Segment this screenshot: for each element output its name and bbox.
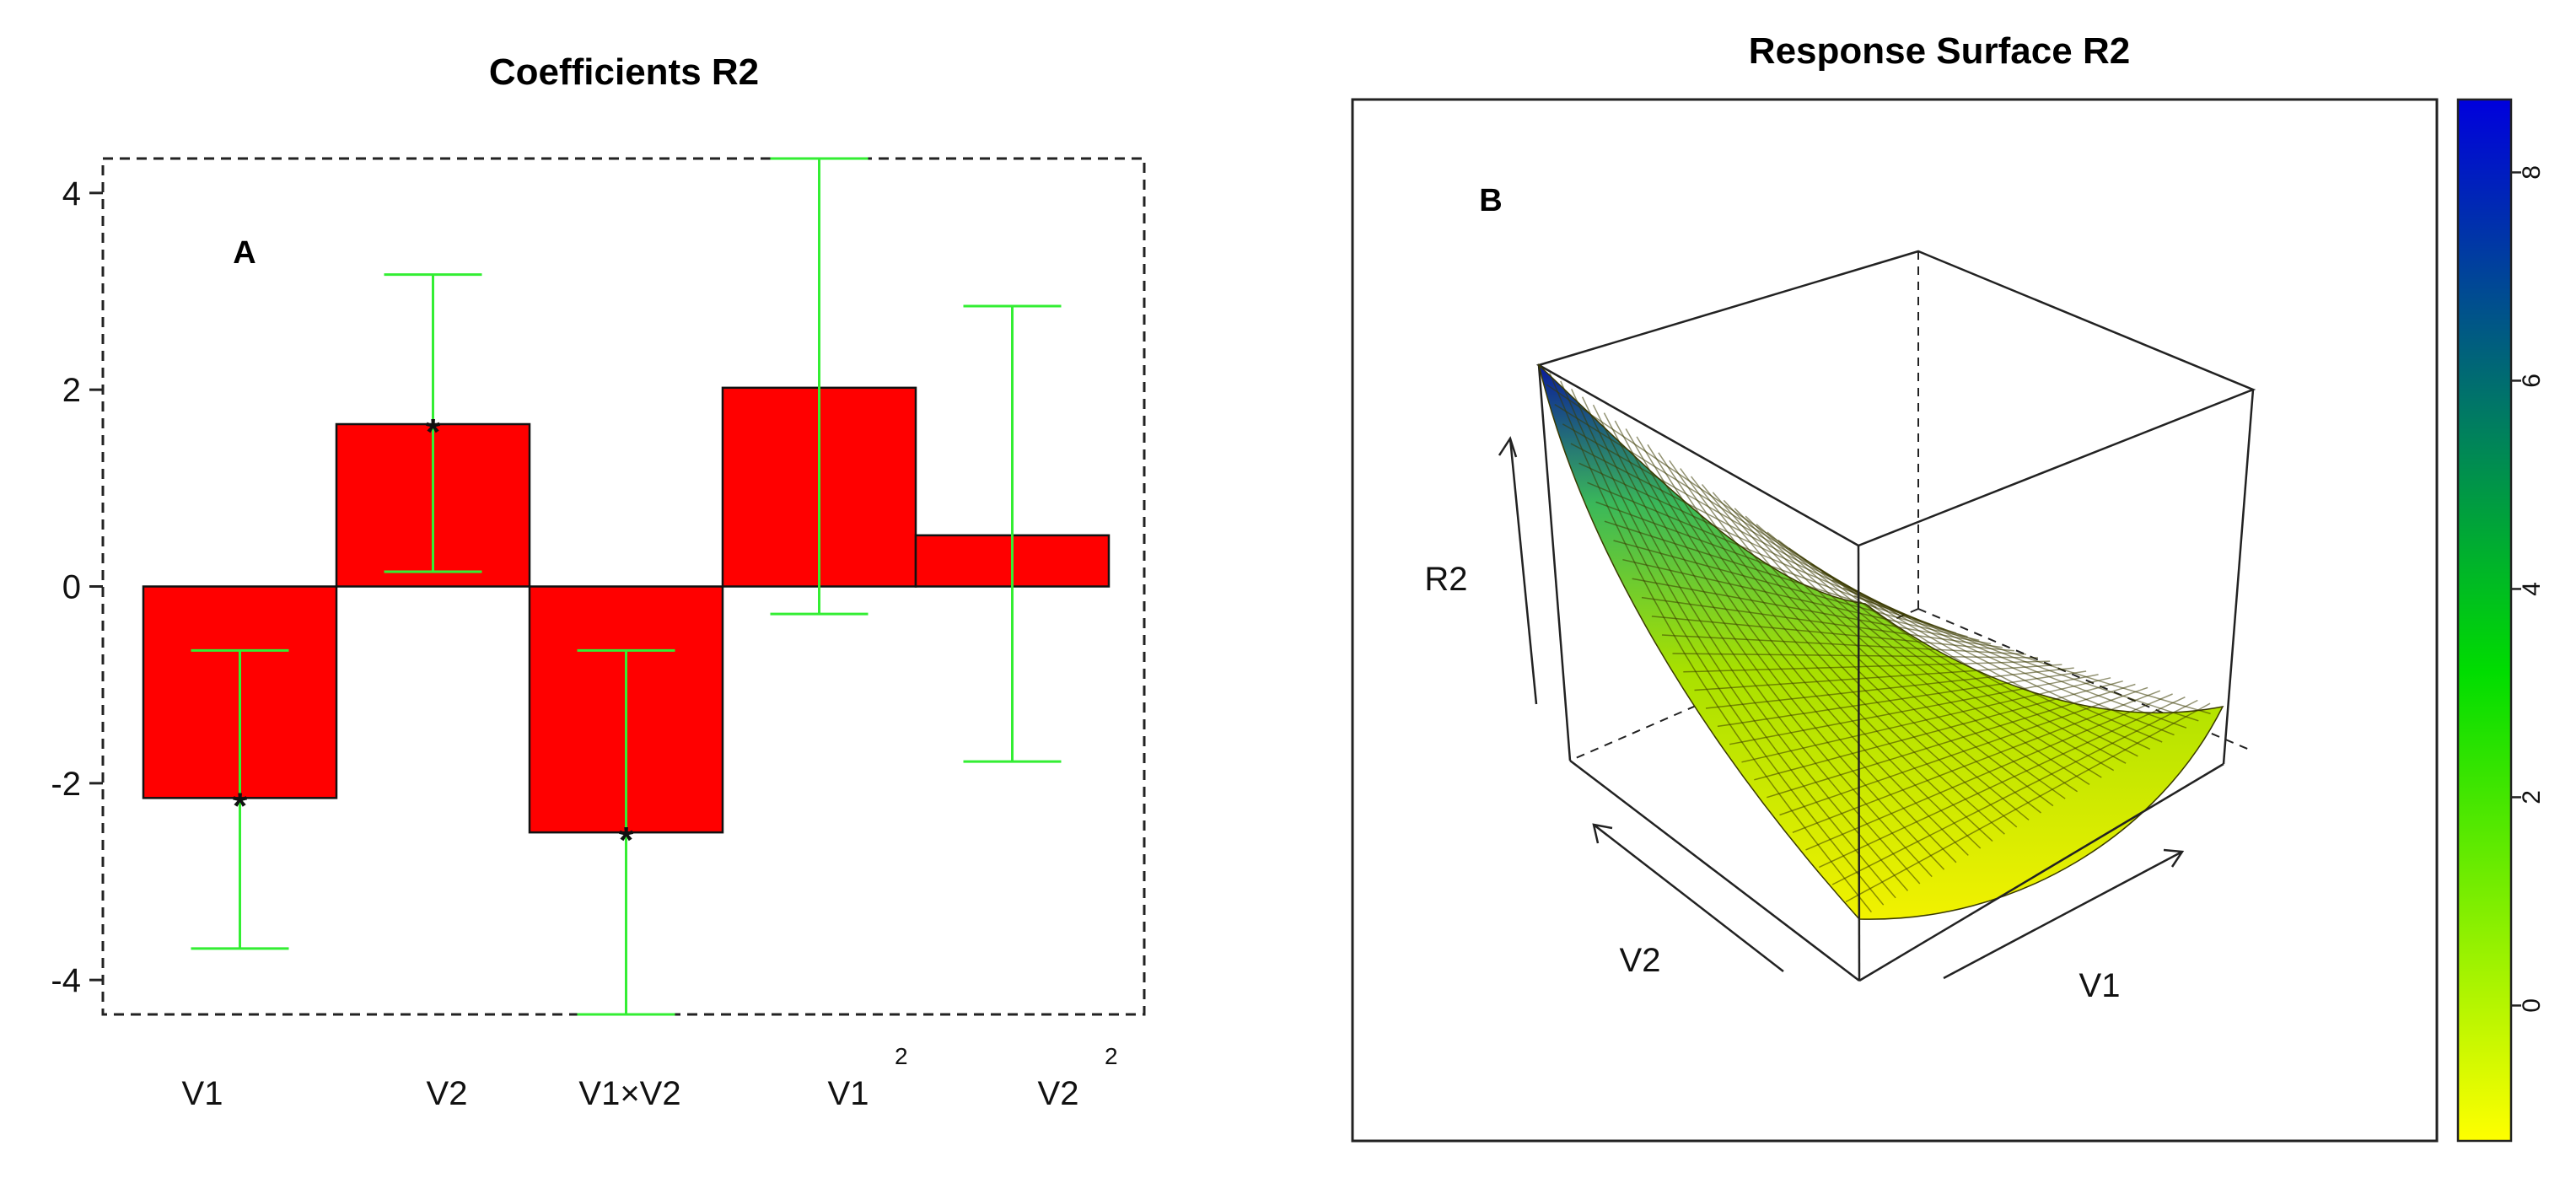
mesh-line [1570, 443, 1912, 620]
surface-mesh [1546, 373, 2211, 913]
mesh-line [1705, 667, 2074, 709]
mesh-line [1741, 677, 2111, 763]
x-tick-label: V2 [1038, 1075, 1079, 1112]
mesh-line [1651, 616, 2014, 652]
surface-title: Response Surface R2 [1749, 30, 2130, 72]
colorbar-tick-label: 8 [2518, 165, 2546, 180]
colorbar-tick-label: 6 [2518, 374, 2546, 388]
error-bar [577, 648, 675, 1016]
mesh-line [1641, 596, 2003, 648]
colorbar-ticks: 0 2 4 6 8 [2511, 165, 2546, 1013]
x-tick-label: V1×V2 [578, 1075, 680, 1112]
chart-title: Coefficients R2 [489, 51, 759, 93]
response-surface [1537, 363, 2224, 920]
colorbar-tick-label: 2 [2518, 790, 2546, 804]
x-tick-label: V2 [427, 1075, 468, 1112]
x-axis-labels: V1 V2 V1×V2 V1 2 V2 2 [182, 1043, 1118, 1112]
mesh-line [1805, 693, 2173, 851]
mesh-line [1792, 690, 2161, 833]
mesh-line [1831, 699, 2198, 885]
significance-marker: * [426, 411, 441, 453]
y-axis: -4 -2 0 2 4 [51, 175, 103, 999]
mesh-line [1767, 683, 2136, 799]
colorbar-tick-label: 0 [2518, 998, 2546, 1013]
error-bar [384, 273, 482, 573]
panel-label-a: A [233, 235, 255, 271]
z-axis-arrow-icon [1508, 438, 1538, 705]
significance-markers: * * * [233, 411, 634, 861]
v1-axis-label: V1 [2079, 967, 2121, 1004]
panel-label-b: B [1479, 183, 1502, 218]
error-bar [191, 648, 289, 950]
mesh-line [1779, 686, 2148, 816]
axis-arrows [1498, 436, 2185, 980]
surface-plot-frame [1351, 98, 2439, 1143]
error-bar [963, 304, 1062, 763]
mesh-line [1632, 578, 1992, 645]
mesh-line [1595, 501, 1945, 631]
response-surface-chart: Response Surface R2 B [1351, 30, 2546, 1143]
error-bar [770, 157, 869, 616]
x-tick-superscript: 2 [1105, 1043, 1118, 1069]
v2-axis-label: V2 [1620, 942, 1661, 979]
mesh-line [1754, 680, 2123, 781]
mesh-line [1717, 670, 2087, 728]
y-tick-label: 4 [62, 175, 81, 212]
y-tick-label: -2 [51, 766, 81, 803]
colorbar-tick-label: 4 [2518, 582, 2546, 596]
significance-marker: * [619, 820, 634, 861]
v1-axis-arrow-icon [1943, 850, 2183, 980]
colorbar [2456, 98, 2513, 1143]
x-tick-label: V1 [828, 1075, 869, 1112]
box-front-edges [1569, 389, 2255, 982]
x-tick-superscript: 2 [895, 1043, 908, 1069]
y-tick-label: -4 [51, 962, 81, 999]
error-bars [191, 157, 1062, 1016]
y-tick-label: 0 [62, 569, 81, 606]
mesh-line [1604, 520, 1957, 634]
y-tick-label: 2 [62, 372, 81, 409]
mesh-line [1562, 423, 1900, 616]
mesh-line [1845, 702, 2211, 903]
mesh-line [1818, 697, 2186, 869]
mesh-line [1613, 540, 1968, 637]
mesh-line [1672, 653, 2039, 659]
mesh-line [1694, 664, 2062, 691]
mesh-line [1661, 634, 2026, 655]
significance-marker: * [233, 785, 248, 826]
z-axis-label: R2 [1424, 561, 1467, 598]
mesh-line [1578, 462, 1923, 623]
v2-axis-arrow-icon [1593, 824, 1784, 972]
mesh-line [1729, 674, 2099, 745]
mesh-line [1622, 558, 1980, 642]
x-tick-label: V1 [182, 1075, 223, 1112]
mesh-line [1587, 481, 1933, 627]
mesh-line [1683, 660, 2051, 673]
